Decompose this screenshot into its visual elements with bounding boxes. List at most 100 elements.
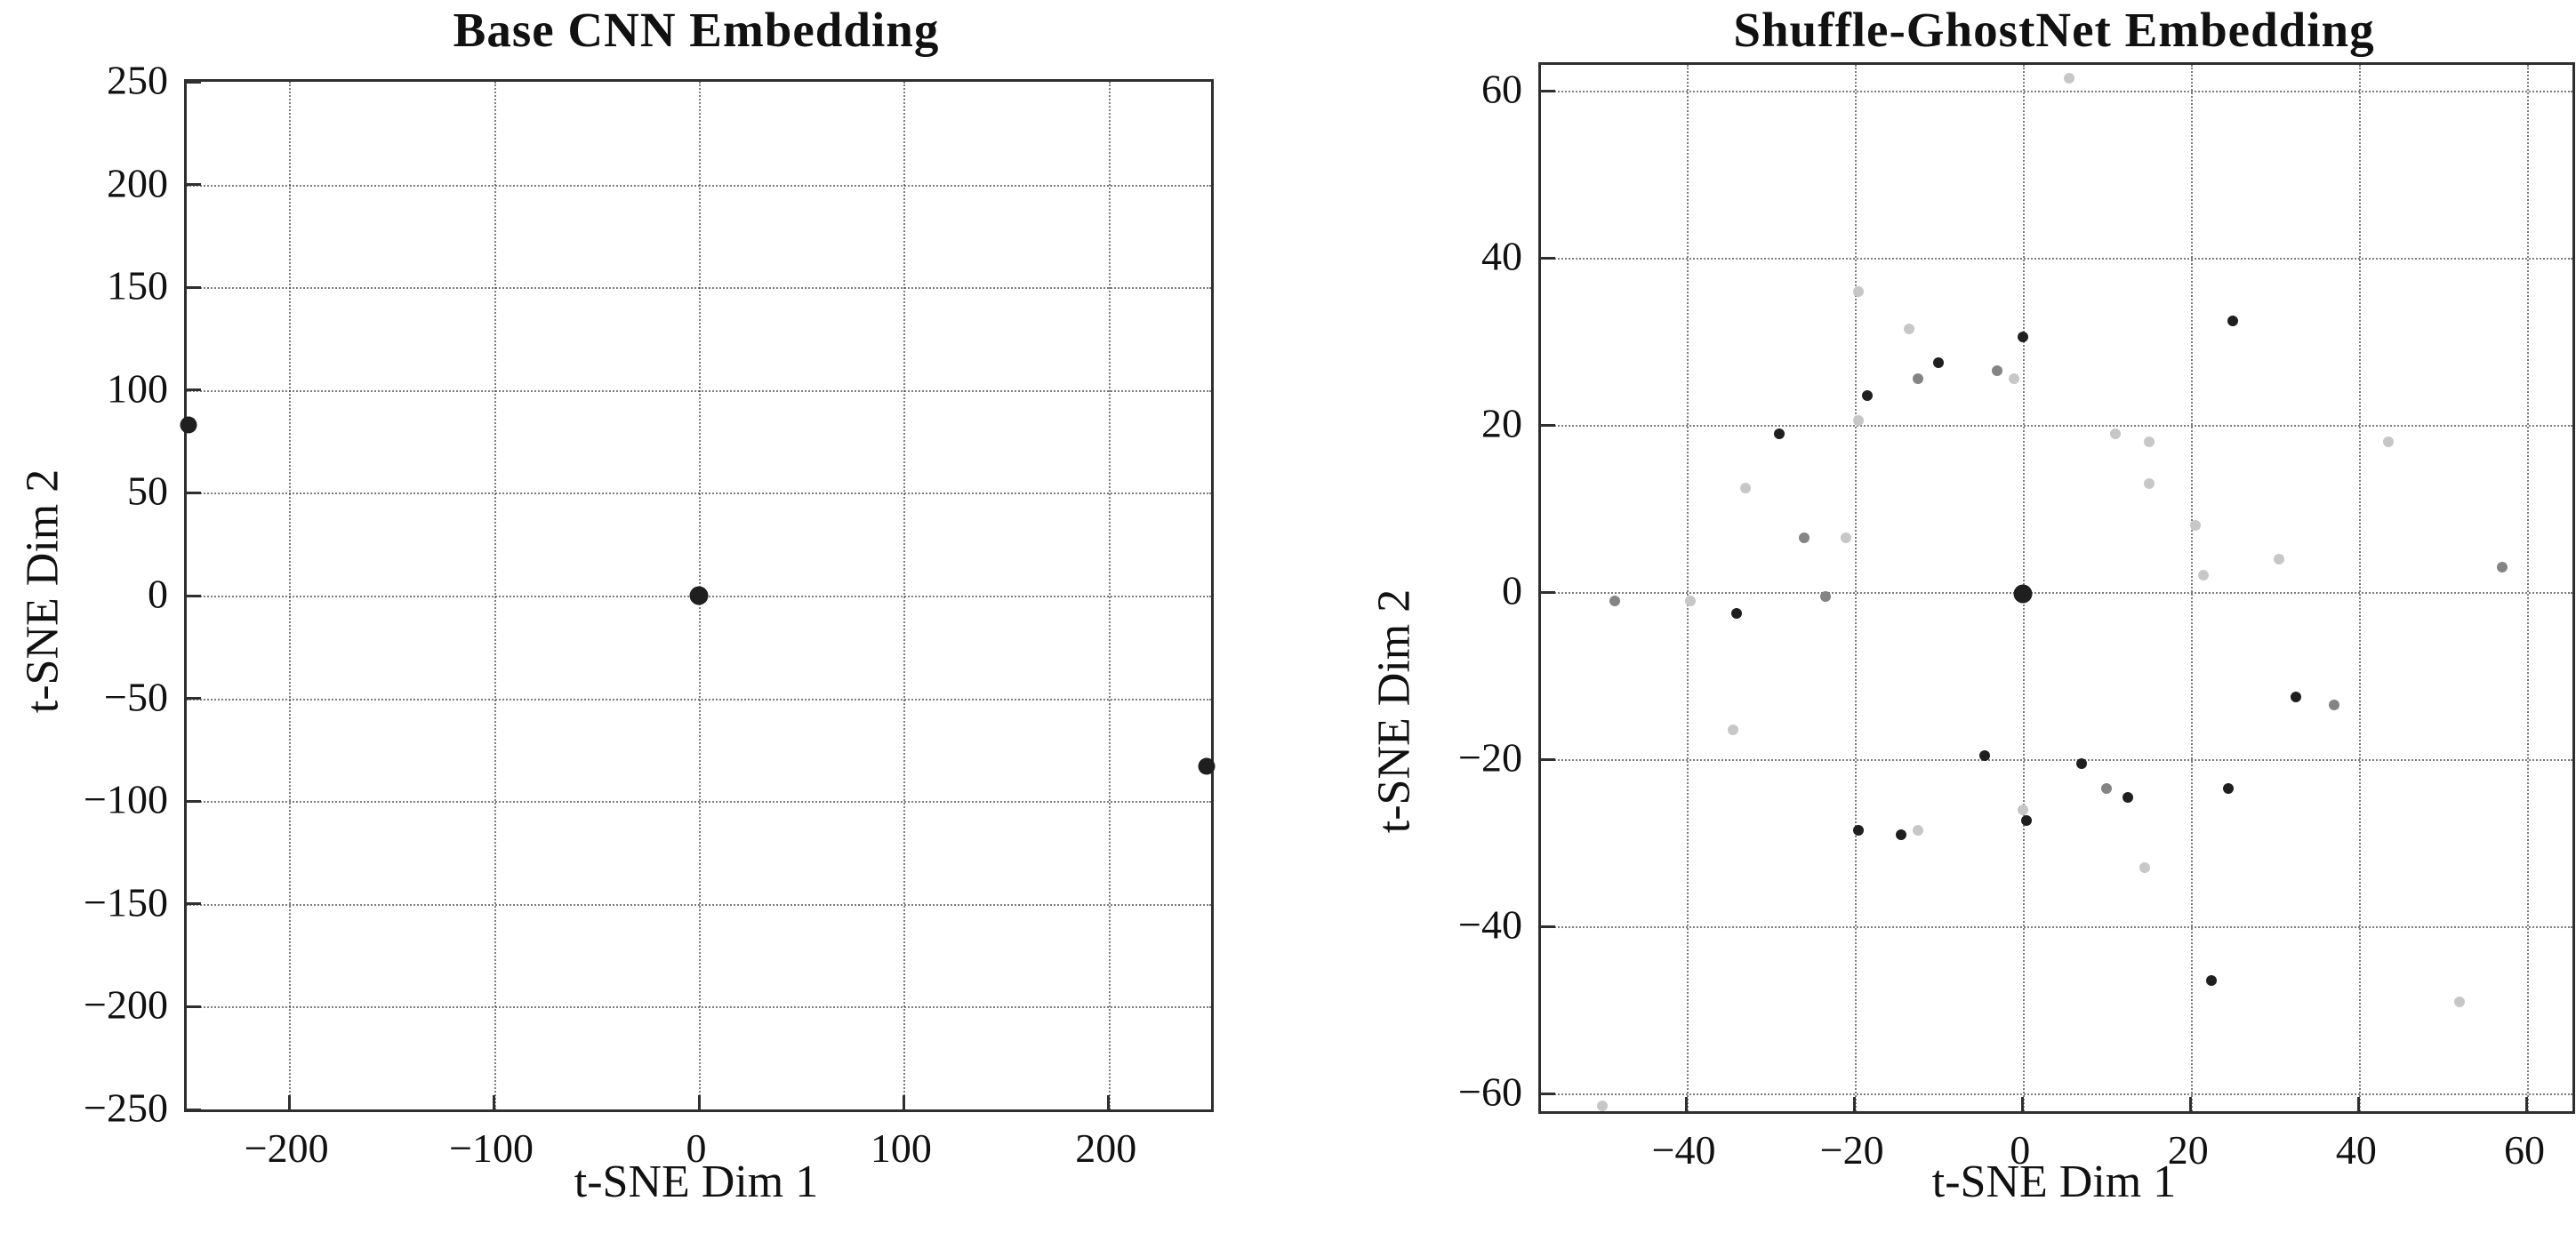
tick-label-y--60: −60 (1458, 1069, 1522, 1115)
gridline-x-200 (1108, 82, 1111, 1109)
gridline-x--20 (1854, 65, 1857, 1111)
tick-x--200 (287, 1095, 291, 1109)
tick-label-x-60: 60 (2503, 1127, 2545, 1173)
gridline-y-20 (1541, 425, 2572, 428)
tick-label-x-200: 200 (1075, 1125, 1137, 1171)
scatter-point-cluster-dark (2223, 783, 2235, 795)
scatter-point-cluster-dark (2206, 975, 2218, 987)
tick-label-y-200: 200 (107, 160, 168, 206)
x-axis-label: t-SNE Dim 1 (1931, 1157, 2177, 1207)
gridline-y--60 (1541, 1093, 2572, 1096)
scatter-point-cluster-light (1727, 725, 1738, 736)
scatter-point-cluster-light (1912, 825, 1923, 837)
tick-label-y--100: −100 (84, 776, 168, 822)
chart-title: Base CNN Embedding (453, 3, 940, 57)
tick-label-y--250: −250 (84, 1085, 168, 1131)
tick-x-0 (697, 1095, 701, 1109)
tick-label-y--20: −20 (1458, 734, 1522, 781)
tick-x-60 (2525, 1097, 2529, 1111)
scatter-point-cluster-light (1904, 324, 1915, 335)
scatter-point-cluster-light (2454, 996, 2466, 1007)
tick-label-y--200: −200 (84, 981, 168, 1028)
tick-label-y-40: 40 (1481, 233, 1522, 279)
scatter-point-cluster-light (2143, 436, 2155, 447)
tick-x--40 (1685, 1097, 1689, 1111)
tick-x--100 (493, 1095, 496, 1109)
tick-label-x--100: −100 (449, 1125, 534, 1171)
tick-y--200 (187, 1005, 201, 1008)
scatter-point-cluster-dark (2013, 584, 2033, 604)
tick-label-y-250: 250 (107, 57, 168, 103)
y-axis-label: t-SNE Dim 2 (1368, 588, 1420, 834)
tick-y--20 (1541, 757, 1555, 761)
gridline-x--40 (1686, 65, 1689, 1111)
tick-label-x--200: −200 (244, 1125, 329, 1171)
tick-y-50 (187, 491, 201, 494)
scatter-point-cluster-light (2109, 428, 2121, 439)
scatter-point-cluster-light (1841, 532, 1852, 544)
base-cnn-embedding-chart: Base CNN Embedding t-SNE Dim 2 t-SNE Dim… (18, 3, 1216, 1207)
gridline-x-60 (2526, 65, 2529, 1111)
plot-area (180, 79, 1216, 1112)
scatter-point-cluster-medium (1992, 365, 2003, 377)
scatter-point-cluster-dark (2227, 315, 2239, 326)
scatter-point-cluster-medium (1912, 373, 1923, 385)
gridline-y--20 (1541, 759, 2572, 762)
scatter-point-cluster-light (1853, 415, 1865, 427)
scatter-point-cluster-dark (1731, 607, 1743, 619)
scatter-point-cluster-light (1597, 1101, 1608, 1112)
scatter-point-cluster-light (2382, 436, 2394, 447)
x-axis-label: t-SNE Dim 1 (574, 1157, 819, 1207)
tick-x-40 (2357, 1097, 2361, 1111)
scatter-point-cluster-dark (2017, 332, 2028, 343)
tick-x--20 (1853, 1097, 1857, 1111)
tick-y-150 (187, 285, 201, 289)
tick-x-100 (902, 1095, 905, 1109)
tick-y--60 (1541, 1092, 1555, 1095)
gridline-x-20 (2190, 65, 2193, 1111)
scatter-point-cluster-light (2197, 570, 2209, 581)
tick-label-y-50: 50 (127, 468, 168, 514)
tick-label-y-150: 150 (107, 262, 168, 308)
scatter-point-cluster-dark (1773, 428, 1785, 439)
gridline-y-0 (1541, 592, 2572, 595)
scatter-point-cluster-dark (1198, 757, 1216, 775)
tick-y--250 (187, 1108, 201, 1111)
tick-y-0 (187, 594, 201, 597)
scatter-point-cluster-medium (2496, 561, 2508, 572)
tick-label-y-0: 0 (148, 571, 168, 617)
tick-label-x-0: 0 (686, 1125, 707, 1171)
scatter-point-cluster-dark (180, 416, 197, 434)
scatter-point-cluster-dark (2122, 791, 2133, 803)
gridline-y-40 (1541, 258, 2572, 260)
scatter-point-cluster-light (2143, 477, 2155, 489)
gridline-x--100 (494, 82, 496, 1109)
tick-label-y--150: −150 (84, 879, 168, 925)
tick-y-200 (187, 183, 201, 187)
scatter-point-cluster-medium (2328, 700, 2339, 711)
tick-y-100 (187, 388, 201, 392)
shuffle-ghostnet-embedding-chart: Shuffle-GhostNet Embedding t-SNE Dim 2 t… (1289, 0, 2576, 1249)
scatter-point-cluster-dark (2290, 691, 2301, 702)
scatter-point-cluster-dark (689, 586, 709, 605)
scatter-point-cluster-dark (1933, 356, 1945, 368)
tick-label-x--20: −20 (1819, 1127, 1884, 1173)
tick-label-y--40: −40 (1458, 901, 1522, 948)
tick-y-250 (187, 80, 201, 84)
tick-label-x-20: 20 (2167, 1127, 2209, 1173)
gridline-x-100 (903, 82, 906, 1109)
scatter-point-cluster-medium (1819, 590, 1831, 602)
tick-y-20 (1541, 423, 1555, 427)
tick-x-200 (1107, 1095, 1111, 1109)
scatter-point-cluster-dark (2075, 757, 2087, 769)
tick-label-y-0: 0 (1502, 567, 1522, 613)
scatter-point-cluster-light (2139, 862, 2150, 874)
scatter-point-cluster-medium (1609, 595, 1621, 606)
tick-y--50 (187, 697, 201, 701)
tick-label-x-0: 0 (2010, 1127, 2031, 1173)
scatter-point-cluster-dark (2021, 814, 2033, 826)
gridline-y-60 (1541, 91, 2572, 93)
tick-label-y-100: 100 (107, 365, 168, 412)
tick-label-x-40: 40 (2335, 1127, 2377, 1173)
gridline-x--200 (289, 82, 292, 1109)
